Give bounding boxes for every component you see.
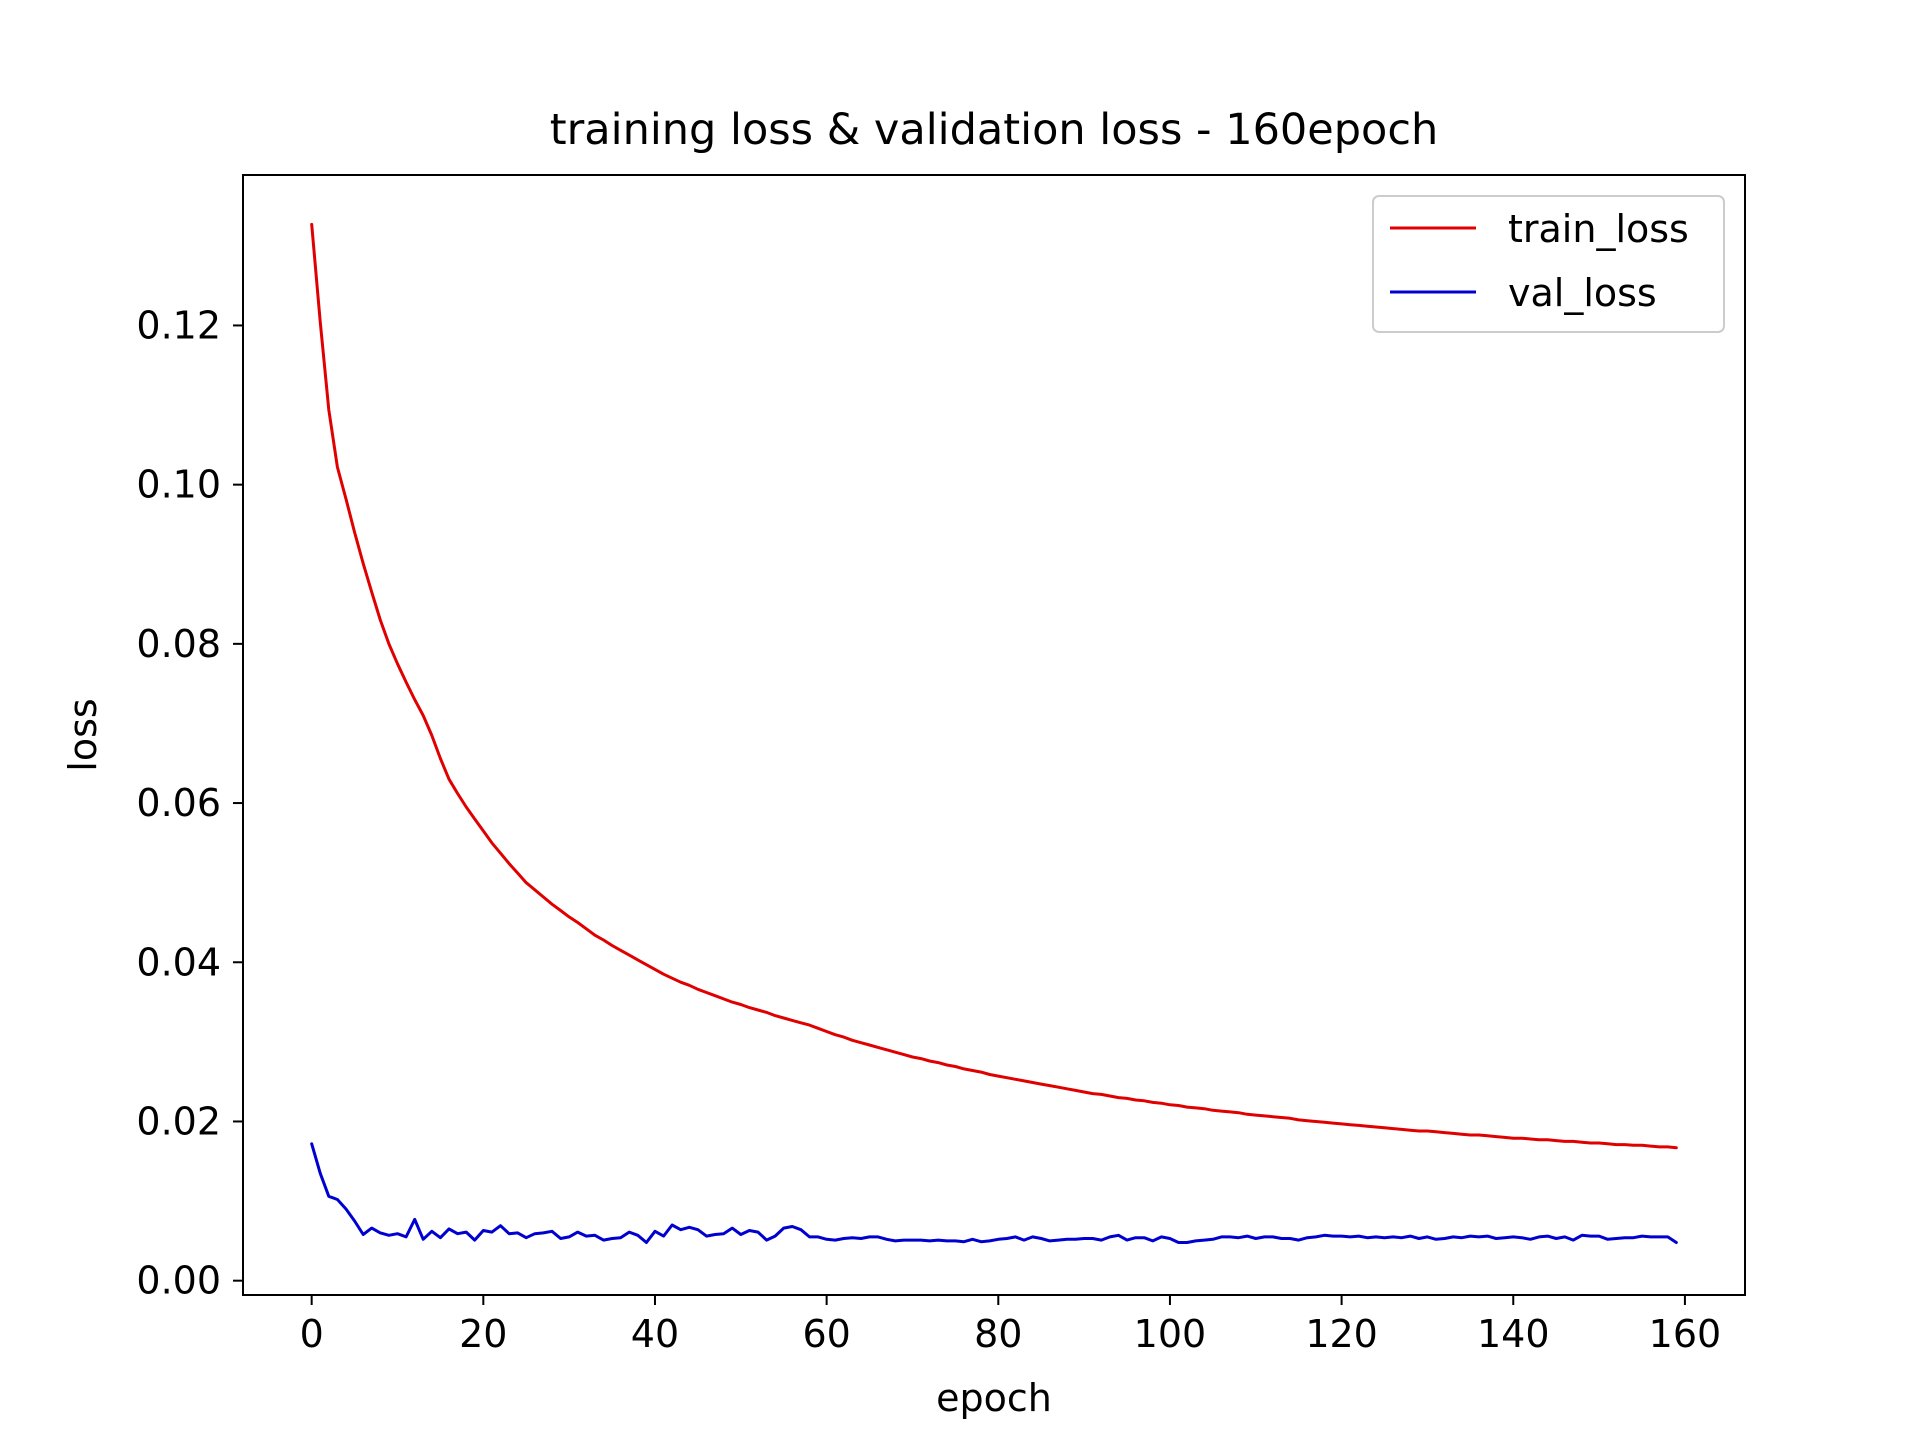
x-tick-label: 160 — [1649, 1312, 1722, 1356]
x-tick-label: 120 — [1305, 1312, 1378, 1356]
y-tick-label: 0.10 — [136, 463, 221, 507]
legend-label-train-loss: train_loss — [1508, 207, 1689, 251]
y-tick-label: 0.08 — [136, 622, 221, 666]
y-tick-label: 0.04 — [136, 940, 221, 984]
legend-box — [1372, 195, 1725, 333]
y-tick-label: 0.00 — [136, 1259, 221, 1303]
x-tick-label: 40 — [631, 1312, 679, 1356]
x-tick-label: 0 — [300, 1312, 324, 1356]
series-line-train-loss — [310, 222, 1678, 1150]
chart-title: training loss & validation loss - 160epo… — [550, 105, 1439, 155]
axes-frame — [242, 174, 1746, 1296]
series-line-val-loss — [310, 1142, 1678, 1244]
x-tick-label: 60 — [802, 1312, 850, 1356]
legend: train_loss val_loss — [1372, 195, 1725, 333]
x-tick-label: 140 — [1477, 1312, 1550, 1356]
y-axis: 0.00 0.02 0.04 0.06 0.08 0.10 0.12 — [136, 303, 243, 1303]
legend-label-val-loss: val_loss — [1508, 271, 1657, 315]
x-tick-label: 20 — [459, 1312, 507, 1356]
y-tick-label: 0.02 — [136, 1099, 221, 1143]
x-tick-label: 100 — [1134, 1312, 1207, 1356]
y-tick-label: 0.12 — [136, 303, 221, 347]
x-axis: 0 20 40 60 80 100 120 140 160 — [300, 1295, 1722, 1356]
plot-area — [310, 222, 1678, 1244]
x-tick-label: 80 — [974, 1312, 1022, 1356]
y-tick-label: 0.06 — [136, 781, 221, 825]
y-axis-label: loss — [61, 698, 105, 771]
x-axis-label: epoch — [936, 1376, 1052, 1420]
